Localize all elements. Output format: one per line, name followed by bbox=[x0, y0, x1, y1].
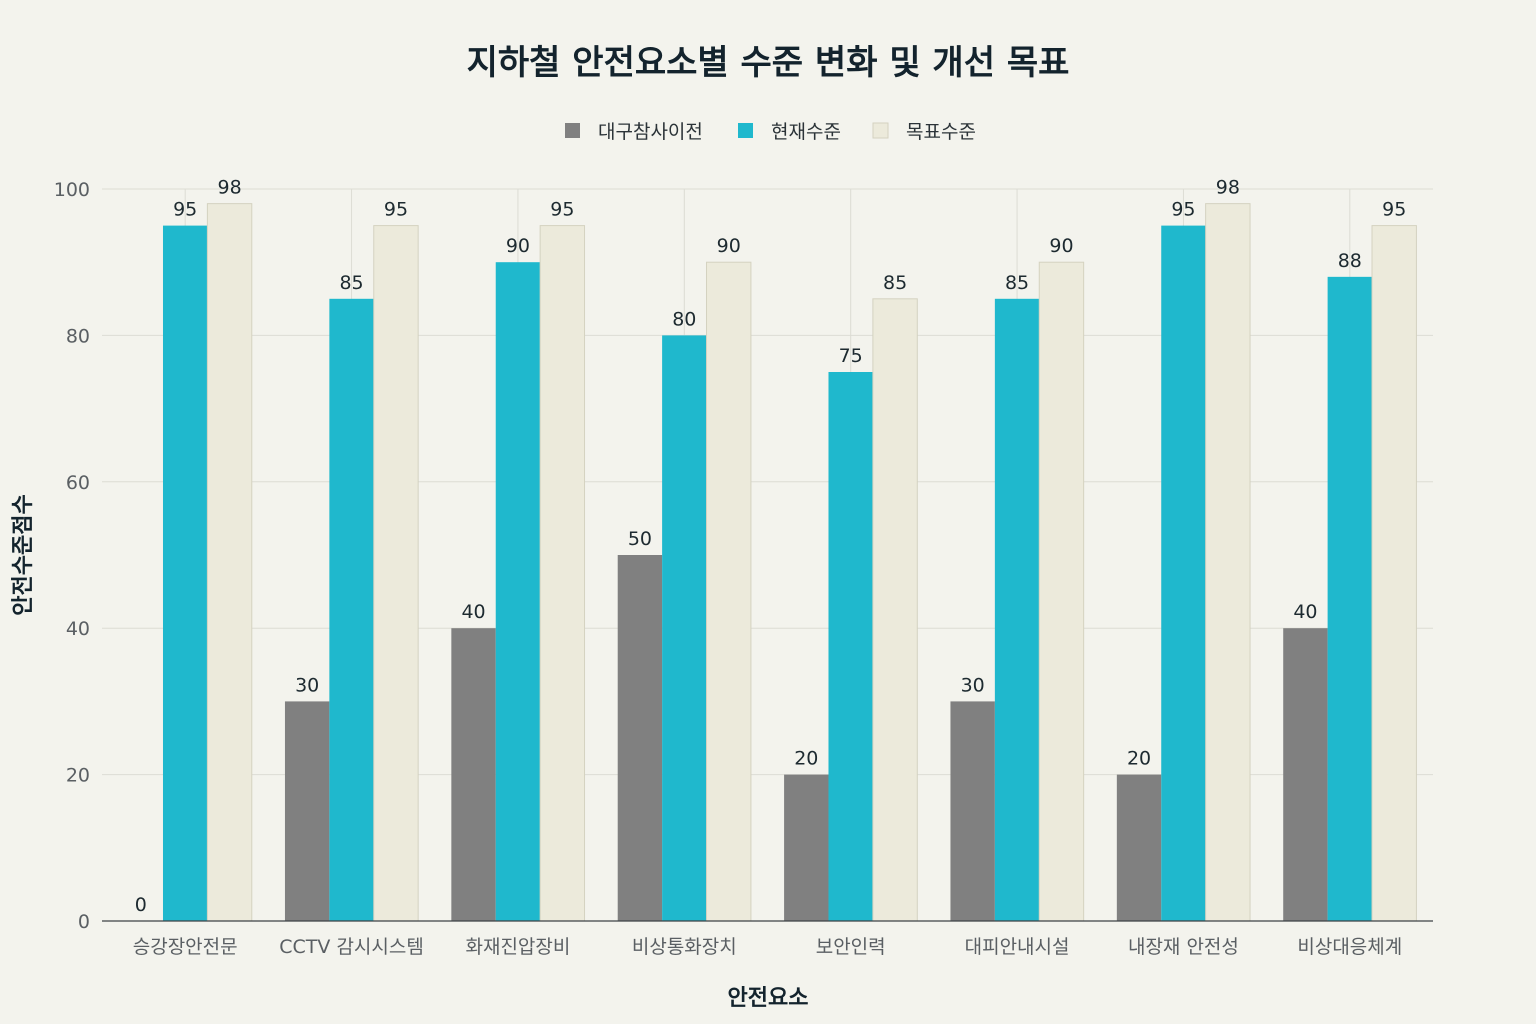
data-label: 20 bbox=[1127, 748, 1151, 770]
x-tick-label: CCTV 감시시스템 bbox=[279, 936, 424, 958]
bar-current bbox=[994, 298, 1040, 921]
x-tick-label: 비상대응체계 bbox=[1297, 936, 1402, 958]
data-label: 88 bbox=[1338, 250, 1362, 272]
legend: 대구참사이전 현재수준 목표수준 bbox=[565, 121, 976, 143]
y-axis-title: 안전수준점수 bbox=[11, 494, 36, 615]
data-label: 95 bbox=[550, 199, 574, 221]
bar-target bbox=[1371, 225, 1417, 922]
bar-current bbox=[828, 372, 873, 921]
data-label: 40 bbox=[461, 601, 485, 623]
bar-target bbox=[539, 225, 586, 922]
chart-title: 지하철 안전요소별 수준 변화 및 개선 목표 bbox=[467, 43, 1070, 83]
data-label: 30 bbox=[961, 674, 985, 696]
legend-swatch bbox=[738, 123, 753, 138]
data-label: 85 bbox=[883, 272, 907, 294]
data-label: 85 bbox=[339, 272, 363, 294]
x-tick-label: 화재진압장비 bbox=[465, 936, 570, 958]
data-label: 75 bbox=[839, 345, 863, 367]
bar-before bbox=[1116, 774, 1162, 921]
legend-label: 목표수준 bbox=[906, 121, 976, 143]
bar-current bbox=[495, 262, 541, 921]
data-label: 90 bbox=[506, 235, 530, 257]
y-tick-label: 100 bbox=[54, 179, 90, 201]
data-label: 50 bbox=[628, 528, 652, 550]
y-axis-ticks: 0 20 40 60 80 100 bbox=[54, 179, 90, 933]
y-tick-label: 60 bbox=[66, 472, 90, 494]
y-tick-label: 0 bbox=[78, 911, 90, 933]
x-axis-title: 안전요소 bbox=[728, 986, 809, 1011]
data-label: 30 bbox=[295, 674, 319, 696]
bar-before bbox=[1283, 628, 1328, 921]
data-label: 80 bbox=[672, 308, 696, 330]
data-label: 98 bbox=[1216, 177, 1240, 199]
bar-current bbox=[162, 225, 208, 922]
x-tick-label: 승강장안전문 bbox=[133, 936, 238, 958]
bar-before bbox=[950, 701, 995, 921]
x-tick-label: 대피안내시설 bbox=[965, 936, 1070, 958]
bars bbox=[162, 203, 1417, 922]
bar-target bbox=[206, 203, 253, 922]
data-label: 98 bbox=[217, 177, 241, 199]
bar-target bbox=[1205, 203, 1251, 922]
data-labels: 0 30 40 50 20 30 20 40 95 85 90 80 75 85 95 88 98 95 95 90 8… bbox=[135, 177, 1407, 916]
data-label: 85 bbox=[1005, 272, 1029, 294]
legend-swatch bbox=[872, 122, 889, 139]
data-label: 90 bbox=[1049, 235, 1073, 257]
bar-before bbox=[451, 628, 496, 921]
bar-current bbox=[662, 335, 707, 921]
data-label: 0 bbox=[135, 894, 147, 916]
data-label: 95 bbox=[1171, 199, 1195, 221]
bar-target bbox=[872, 298, 918, 922]
data-label: 95 bbox=[173, 199, 197, 221]
bar-before bbox=[617, 555, 663, 921]
data-label: 90 bbox=[717, 235, 741, 257]
data-label: 95 bbox=[1382, 199, 1406, 221]
data-label: 95 bbox=[384, 199, 408, 221]
data-label: 20 bbox=[794, 748, 818, 770]
bar-current bbox=[329, 298, 374, 921]
bar-current bbox=[1161, 225, 1206, 922]
bar-before bbox=[284, 701, 330, 921]
legend-label: 대구참사이전 bbox=[598, 121, 703, 143]
x-axis-ticks: 승강장안전문 CCTV 감시시스템 화재진압장비 비상통화장치 보안인력 대피안내시설 내장… bbox=[133, 936, 1403, 958]
y-tick-label: 80 bbox=[66, 325, 90, 347]
x-tick-label: 비상통화장치 bbox=[632, 936, 737, 958]
y-tick-label: 20 bbox=[66, 765, 90, 787]
bar-target bbox=[706, 261, 752, 922]
bar-target bbox=[1038, 261, 1085, 922]
bar-target bbox=[373, 225, 419, 922]
x-tick-label: 내장재 안전성 bbox=[1128, 936, 1239, 958]
x-tick-label: 보안인력 bbox=[816, 936, 886, 958]
legend-label: 현재수준 bbox=[771, 121, 841, 143]
legend-swatch bbox=[565, 123, 580, 138]
bar-before bbox=[784, 774, 829, 921]
data-label: 40 bbox=[1293, 601, 1317, 623]
bar-current bbox=[1327, 276, 1373, 922]
y-tick-label: 40 bbox=[66, 618, 90, 640]
